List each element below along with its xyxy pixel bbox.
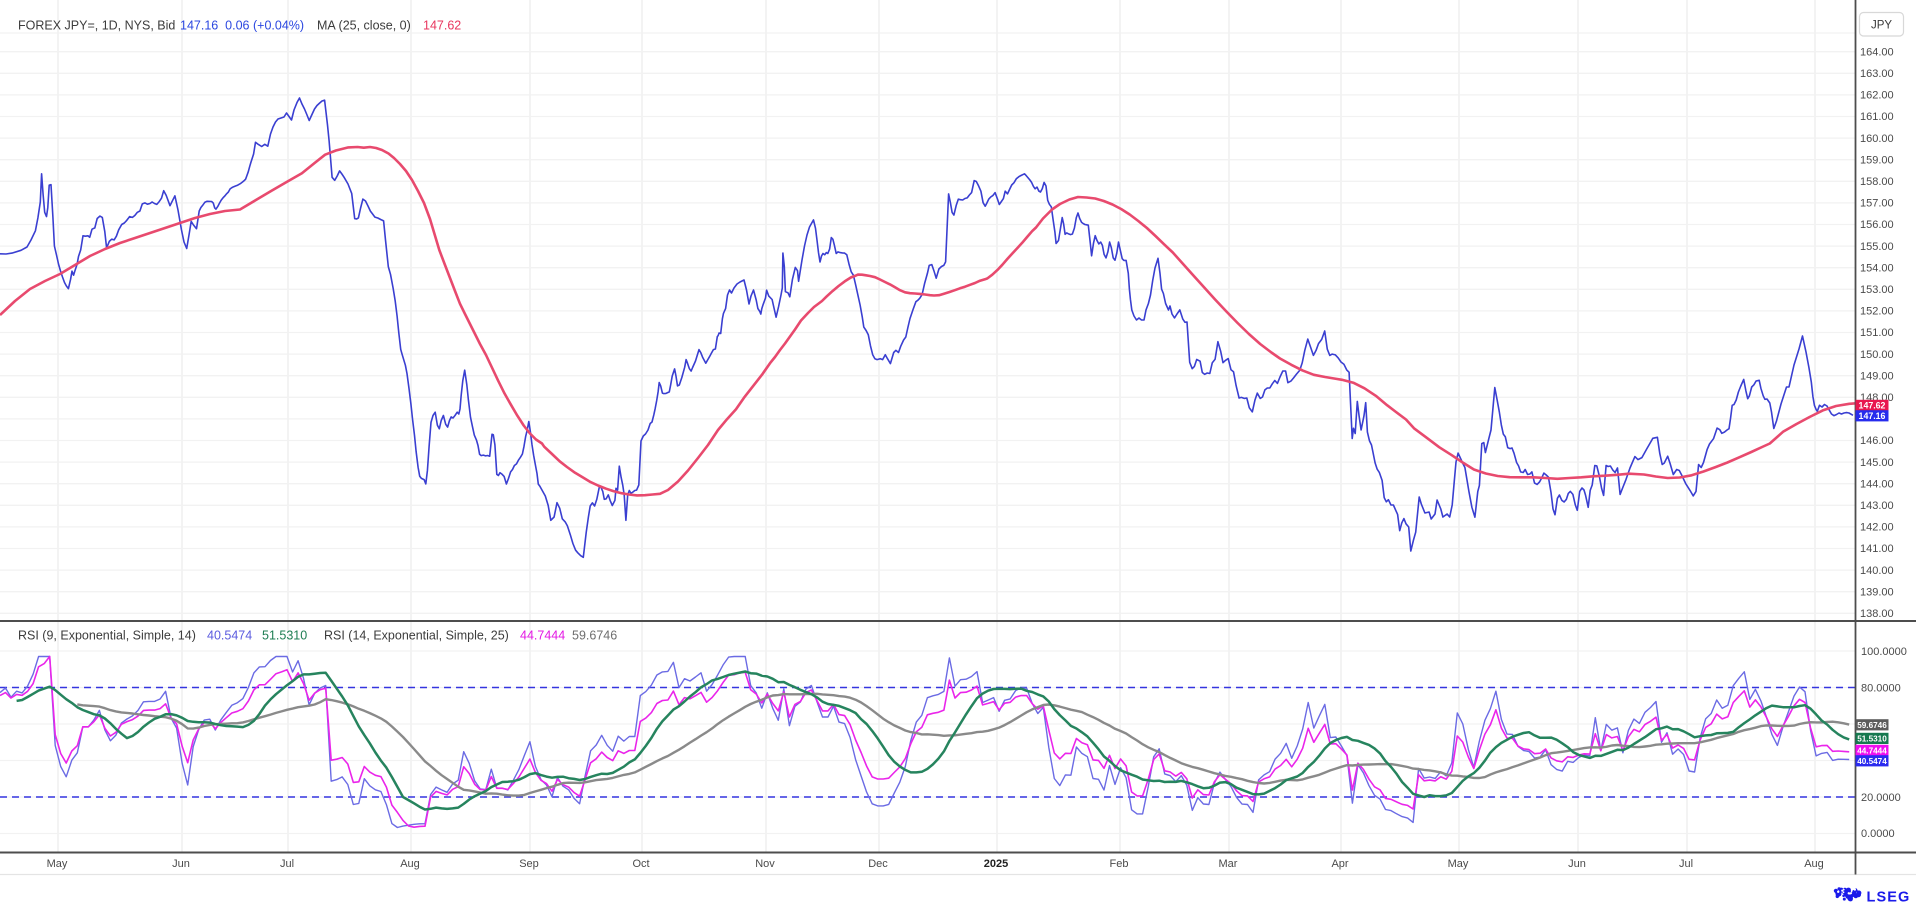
svg-text:159.00: 159.00 — [1860, 154, 1894, 166]
svg-text:59.6746: 59.6746 — [572, 629, 617, 643]
svg-text:150.00: 150.00 — [1860, 349, 1894, 361]
svg-text:163.00: 163.00 — [1860, 68, 1894, 80]
svg-text:142.00: 142.00 — [1860, 522, 1894, 534]
svg-text:144.00: 144.00 — [1860, 478, 1894, 490]
svg-text:Mar: Mar — [1219, 858, 1238, 870]
svg-text:145.00: 145.00 — [1860, 457, 1894, 469]
svg-text:160.00: 160.00 — [1860, 133, 1894, 145]
svg-text:May: May — [47, 858, 68, 870]
svg-text:143.00: 143.00 — [1860, 500, 1894, 512]
svg-text:44.7444: 44.7444 — [1857, 747, 1887, 756]
svg-text:20.0000: 20.0000 — [1861, 792, 1901, 804]
svg-text:156.00: 156.00 — [1860, 219, 1894, 231]
svg-text:138.00: 138.00 — [1860, 608, 1894, 620]
svg-text:FOREX JPY=, 1D, NYS, Bid: FOREX JPY=, 1D, NYS, Bid — [18, 19, 175, 33]
svg-text:154.00: 154.00 — [1860, 262, 1894, 274]
svg-text:152.00: 152.00 — [1860, 306, 1894, 318]
svg-text:147.16 0.06 (+0.04%): 147.16 0.06 (+0.04%) — [180, 19, 304, 33]
svg-text:0.0000: 0.0000 — [1861, 828, 1895, 840]
svg-text:Jul: Jul — [280, 858, 294, 870]
svg-text:Jun: Jun — [1568, 858, 1586, 870]
svg-text:164.00: 164.00 — [1860, 46, 1894, 58]
svg-text:MA (25, close, 0): MA (25, close, 0) — [317, 19, 411, 33]
svg-text:May: May — [1448, 858, 1469, 870]
svg-text:147.62: 147.62 — [1859, 401, 1886, 411]
svg-text:100.0000: 100.0000 — [1861, 646, 1907, 658]
svg-text:Dec: Dec — [868, 858, 888, 870]
svg-text:146.00: 146.00 — [1860, 435, 1894, 447]
svg-text:140.00: 140.00 — [1860, 565, 1894, 577]
svg-text:Aug: Aug — [400, 858, 420, 870]
svg-text:40.5474: 40.5474 — [1857, 757, 1887, 766]
svg-text:Apr: Apr — [1331, 858, 1348, 870]
svg-text:44.7444: 44.7444 — [520, 629, 565, 643]
svg-text:151.00: 151.00 — [1860, 327, 1894, 339]
svg-text:40.5474: 40.5474 — [207, 629, 252, 643]
svg-text:139.00: 139.00 — [1860, 586, 1894, 598]
svg-text:59.6746: 59.6746 — [1857, 721, 1887, 730]
svg-text:Jun: Jun — [172, 858, 190, 870]
svg-text:51.5310: 51.5310 — [1857, 735, 1887, 744]
svg-text:147.16: 147.16 — [1859, 411, 1886, 421]
svg-text:155.00: 155.00 — [1860, 241, 1894, 253]
svg-text:Sep: Sep — [519, 858, 539, 870]
svg-text:RSI (9, Exponential, Simple, 1: RSI (9, Exponential, Simple, 14) — [18, 629, 196, 643]
svg-text:141.00: 141.00 — [1860, 543, 1894, 555]
svg-text:Nov: Nov — [755, 858, 775, 870]
svg-text:162.00: 162.00 — [1860, 90, 1894, 102]
svg-text:149.00: 149.00 — [1860, 370, 1894, 382]
svg-text:2025: 2025 — [984, 858, 1008, 870]
svg-text:158.00: 158.00 — [1860, 176, 1894, 188]
svg-text:Jul: Jul — [1679, 858, 1693, 870]
svg-text:Feb: Feb — [1110, 858, 1129, 870]
svg-text:JPY: JPY — [1871, 20, 1892, 32]
svg-text:Aug: Aug — [1804, 858, 1824, 870]
svg-text:157.00: 157.00 — [1860, 198, 1894, 210]
svg-text:LSEG: LSEG — [1867, 890, 1911, 906]
svg-text:Oct: Oct — [632, 858, 649, 870]
svg-text:153.00: 153.00 — [1860, 284, 1894, 296]
svg-text:RSI (14, Exponential, Simple,: RSI (14, Exponential, Simple, 25) — [324, 629, 509, 643]
svg-text:80.0000: 80.0000 — [1861, 682, 1901, 694]
svg-text:161.00: 161.00 — [1860, 111, 1894, 123]
svg-text:51.5310: 51.5310 — [262, 629, 307, 643]
svg-text:147.62: 147.62 — [423, 19, 461, 33]
